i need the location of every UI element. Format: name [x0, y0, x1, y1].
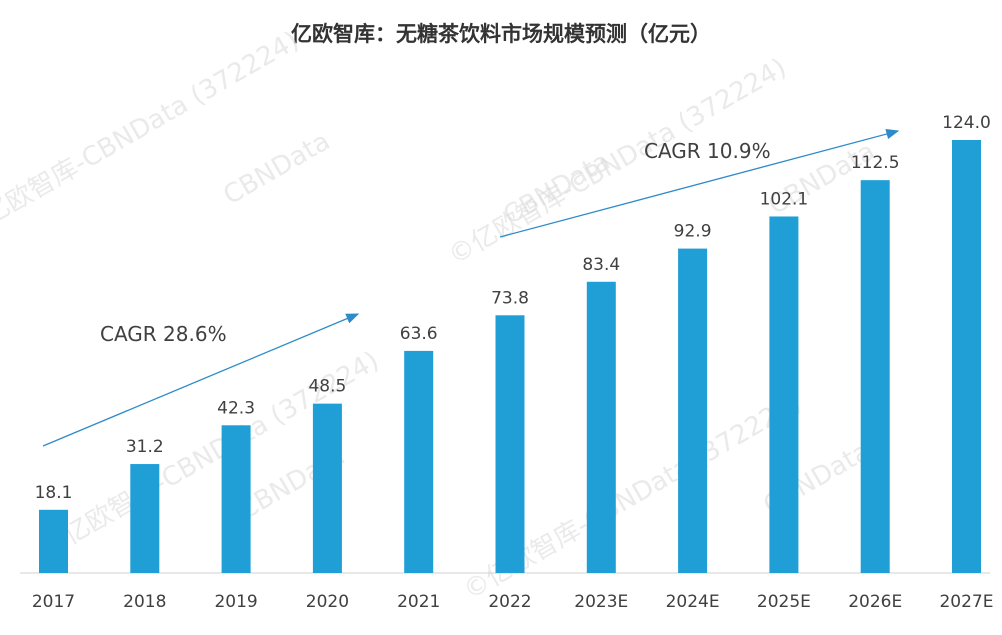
bar-2018	[130, 464, 160, 573]
data-label-2024E: 92.9	[674, 222, 712, 242]
watermark-text: CBNData	[219, 126, 336, 211]
cagr-label: CAGR 10.9%	[644, 139, 771, 163]
watermark-text: 亿欧智库-CBNData (372224)	[0, 26, 304, 231]
x-tick-label-2025E: 2025E	[757, 592, 811, 612]
data-label-2025E: 102.1	[760, 189, 809, 209]
x-tick-label-2022: 2022	[488, 592, 531, 612]
data-label-2022: 73.8	[491, 288, 529, 308]
data-label-2026E: 112.5	[851, 153, 900, 173]
data-label-2027E: 124.0	[942, 113, 991, 133]
cagr-arrow	[42, 313, 360, 447]
data-label-2020: 48.5	[308, 377, 346, 397]
bar-2017	[39, 509, 68, 573]
bar-2027E	[952, 140, 981, 573]
bars-layer: 18.1 2017 31.2 2018 42.3 2019 48.5 2020 63.6 2021…	[20, 113, 994, 612]
x-tick-label-2026E: 2026E	[848, 592, 902, 612]
x-tick-label-2018: 2018	[123, 592, 166, 612]
x-tick-label-2027E: 2027E	[939, 592, 993, 612]
data-label-2023E: 83.4	[582, 255, 620, 275]
data-label-2019: 42.3	[217, 398, 255, 418]
bar-2023E	[586, 281, 616, 573]
x-tick-label-2019: 2019	[214, 592, 257, 612]
x-tick-label-2020: 2020	[306, 592, 349, 612]
bar-2020	[312, 403, 342, 573]
bar-2025E	[769, 216, 799, 573]
data-label-2017: 18.1	[35, 483, 73, 503]
chart-title: 亿欧智库：无糖茶饮料市场规模预测（亿元）	[291, 22, 711, 46]
bar-2019	[221, 425, 251, 573]
bar-2021	[404, 350, 434, 573]
annotation-layer: CAGR 28.6% CAGR 10.9%	[42, 128, 900, 447]
cagr-label: CAGR 28.6%	[100, 322, 227, 346]
x-tick-label-2017: 2017	[32, 592, 75, 612]
bar-2024E	[678, 248, 708, 574]
data-label-2018: 31.2	[126, 437, 164, 457]
x-tick-label-2024E: 2024E	[666, 592, 720, 612]
x-tick-label-2023E: 2023E	[574, 592, 628, 612]
cagr-arrow	[499, 128, 900, 238]
data-label-2021: 63.6	[400, 324, 438, 344]
x-tick-label-2021: 2021	[397, 592, 440, 612]
bar-2022	[495, 315, 525, 573]
bar-2026E	[860, 180, 890, 573]
